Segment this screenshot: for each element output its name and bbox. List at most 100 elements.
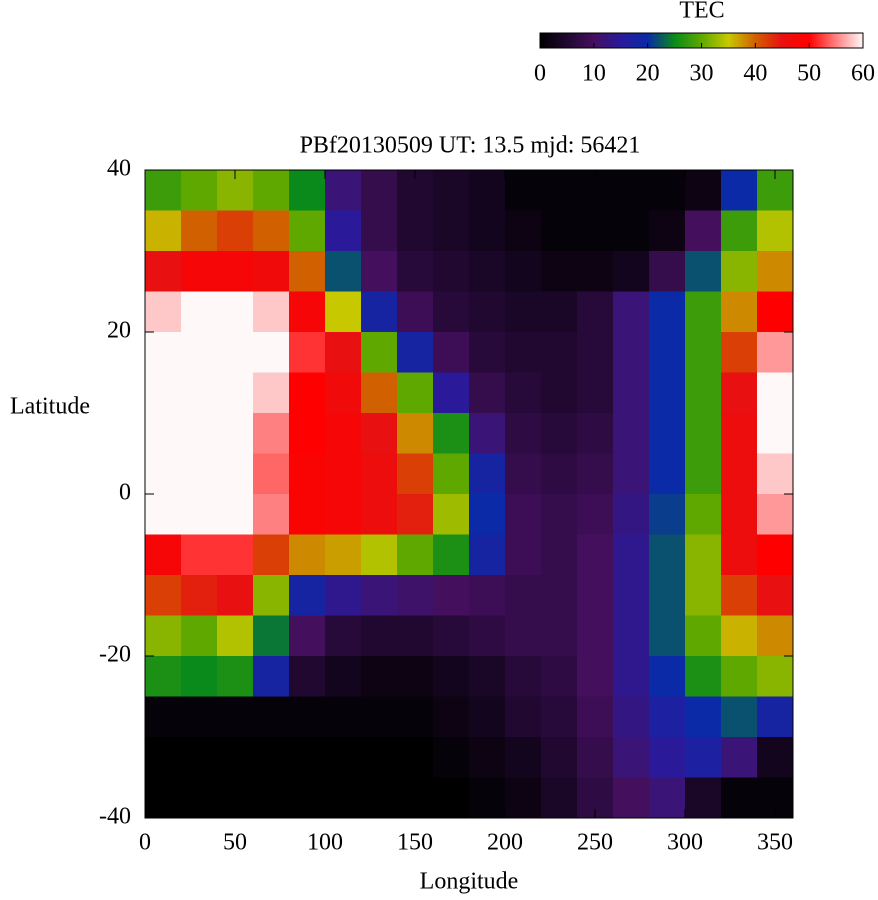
x-tick-label: 350 <box>757 830 793 856</box>
heatmap-cell <box>685 453 722 495</box>
heatmap-cell <box>325 413 362 454</box>
heatmap-cell <box>397 534 434 576</box>
heatmap-cell <box>505 372 542 414</box>
heatmap-cell <box>325 291 362 333</box>
heatmap-cell <box>613 210 650 252</box>
heatmap-cell <box>217 534 254 576</box>
heatmap-cell <box>325 453 362 495</box>
heatmap-cell <box>289 656 326 697</box>
heatmap-cell <box>253 615 290 657</box>
x-tick-label: 200 <box>487 830 523 856</box>
heatmap-cell <box>721 737 758 778</box>
heatmap-cell <box>541 777 578 819</box>
heatmap-cell <box>685 615 722 657</box>
heatmap-cell <box>721 615 758 657</box>
heatmap-cell <box>721 453 758 495</box>
heatmap-cell <box>181 372 218 414</box>
heatmap-cell <box>469 615 506 657</box>
heatmap-cell <box>541 291 578 333</box>
heatmap-cell <box>541 534 578 576</box>
heatmap-cell <box>289 575 326 616</box>
heatmap-cell <box>181 737 218 778</box>
heatmap-cell <box>541 453 578 495</box>
heatmap-cell <box>505 656 542 697</box>
heatmap-cell <box>685 656 722 697</box>
heatmap-cell <box>145 332 182 373</box>
heatmap-cell <box>217 291 254 333</box>
heatmap-cell <box>577 696 614 738</box>
heatmap-cell <box>361 210 398 252</box>
heatmap-cell <box>289 332 326 373</box>
heatmap-cell <box>505 170 542 211</box>
heatmap-cell <box>145 291 182 333</box>
heatmap-cell <box>289 413 326 454</box>
heatmap-cell <box>685 777 722 819</box>
heatmap-cell <box>325 615 362 657</box>
heatmap-cell <box>325 251 362 292</box>
heatmap-cell <box>757 413 794 454</box>
heatmap-cell <box>505 777 542 819</box>
heatmap-cell <box>505 534 542 576</box>
heatmap-cell <box>289 251 326 292</box>
heatmap-cell <box>433 696 470 738</box>
heatmap-cell <box>397 453 434 495</box>
heatmap-cell <box>397 494 434 535</box>
heatmap-cell <box>361 494 398 535</box>
heatmap-cell <box>721 170 758 211</box>
heatmap-cell <box>433 291 470 333</box>
heatmap-cell <box>433 494 470 535</box>
heatmap-cell <box>253 737 290 778</box>
heatmap-cell <box>361 696 398 738</box>
heatmap-cell <box>577 372 614 414</box>
chart-title: PBf20130509 UT: 13.5 mjd: 56421 <box>300 133 641 159</box>
heatmap-cell <box>253 575 290 616</box>
heatmap-cell <box>649 372 686 414</box>
heatmap-cell <box>145 170 182 211</box>
heatmap-cell <box>649 575 686 616</box>
heatmap-cell <box>181 494 218 535</box>
heatmap-cell <box>145 696 182 738</box>
heatmap-cell <box>505 291 542 333</box>
heatmap-cell <box>757 372 794 414</box>
heatmap-cell <box>541 737 578 778</box>
heatmap-cell <box>253 413 290 454</box>
heatmap-cell <box>469 696 506 738</box>
heatmap-cell <box>361 332 398 373</box>
heatmap-cell <box>541 696 578 738</box>
heatmap-cell <box>181 453 218 495</box>
heatmap-cell <box>289 170 326 211</box>
heatmap-cell <box>505 251 542 292</box>
heatmap-cell <box>757 494 794 535</box>
heatmap-cell <box>613 615 650 657</box>
heatmap-cell <box>433 453 470 495</box>
heatmap-cell <box>325 696 362 738</box>
heatmap-cell <box>253 494 290 535</box>
heatmap-cell <box>613 372 650 414</box>
heatmap-cell <box>757 656 794 697</box>
colorbar-tick-label: 30 <box>690 61 714 87</box>
heatmap-cell <box>685 534 722 576</box>
heatmap-cell <box>721 413 758 454</box>
heatmap-cell <box>145 615 182 657</box>
heatmap-cell <box>217 453 254 495</box>
heatmap-cell <box>613 291 650 333</box>
heatmap-cell <box>613 777 650 819</box>
heatmap-cell <box>325 534 362 576</box>
colorbar-tick-label: 40 <box>743 61 767 87</box>
heatmap-cell <box>361 737 398 778</box>
heatmap-cell <box>181 210 218 252</box>
heatmap-cell <box>721 696 758 738</box>
heatmap-cell <box>577 656 614 697</box>
heatmap-cell <box>469 777 506 819</box>
heatmap-cell <box>325 170 362 211</box>
heatmap-cell <box>325 656 362 697</box>
heatmap-cell <box>613 656 650 697</box>
heatmap-cell <box>541 413 578 454</box>
heatmap-cell <box>505 332 542 373</box>
heatmap-cell <box>145 534 182 576</box>
heatmap-cell <box>613 413 650 454</box>
heatmap-cell <box>721 656 758 697</box>
heatmap-cell <box>181 777 218 819</box>
heatmap-cell <box>721 494 758 535</box>
heatmap-cell <box>613 737 650 778</box>
